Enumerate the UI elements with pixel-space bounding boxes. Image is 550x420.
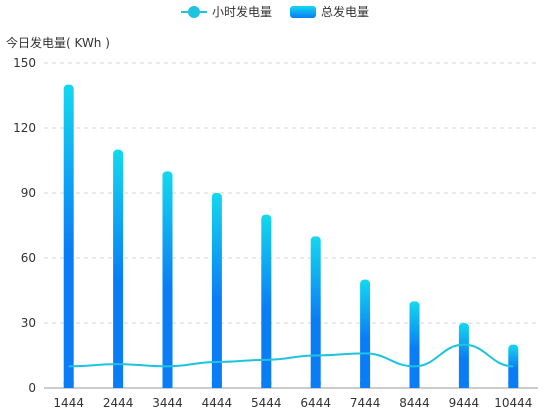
x-tick-label: 3444: [152, 396, 183, 410]
x-tick-label: 10444: [494, 396, 532, 410]
y-tick-label: 150: [13, 56, 36, 70]
bar: [360, 279, 371, 388]
y-axis-title: 今日发电量( KWh ): [6, 36, 110, 50]
x-tick-label: 8444: [399, 396, 430, 410]
bar: [261, 214, 272, 388]
bar-base: [211, 382, 222, 388]
bar: [310, 236, 321, 388]
bar-base: [261, 382, 272, 388]
legend-item-total[interactable]: 总发电量: [290, 3, 369, 20]
legend-label-total: 总发电量: [321, 5, 370, 19]
line-series-legend-icon: [180, 5, 207, 18]
bar: [162, 171, 173, 388]
bar-base: [409, 382, 420, 388]
bar-base: [508, 382, 519, 388]
bar: [409, 301, 420, 388]
x-tick-label: 2444: [103, 396, 134, 410]
x-tick-label: 9444: [449, 396, 480, 410]
bar-base: [162, 382, 173, 388]
legend: 小时发电量 总发电量: [0, 3, 550, 20]
bar: [113, 149, 124, 388]
y-tick-label: 120: [13, 121, 36, 135]
y-tick-label: 0: [28, 381, 36, 395]
bar-base: [458, 382, 469, 388]
bar-series-legend-icon: [290, 5, 316, 18]
x-tick-label: 1444: [53, 396, 84, 410]
bar-base: [310, 382, 321, 388]
y-tick-label: 30: [21, 316, 36, 330]
bar-base: [113, 382, 124, 388]
x-tick-label: 5444: [251, 396, 282, 410]
x-tick-label: 4444: [202, 396, 233, 410]
bar-base: [63, 382, 74, 388]
bar: [458, 323, 469, 388]
line-series-path: [68, 343, 514, 368]
bar: [211, 193, 222, 388]
y-tick-label: 90: [21, 186, 36, 200]
legend-label-hourly: 小时发电量: [211, 5, 272, 19]
legend-item-hourly[interactable]: 小时发电量: [180, 3, 272, 20]
bar: [63, 84, 74, 389]
x-tick-label: 6444: [300, 396, 331, 410]
y-tick-label: 60: [21, 251, 36, 265]
bar-base: [360, 382, 371, 388]
x-tick-label: 7444: [350, 396, 381, 410]
